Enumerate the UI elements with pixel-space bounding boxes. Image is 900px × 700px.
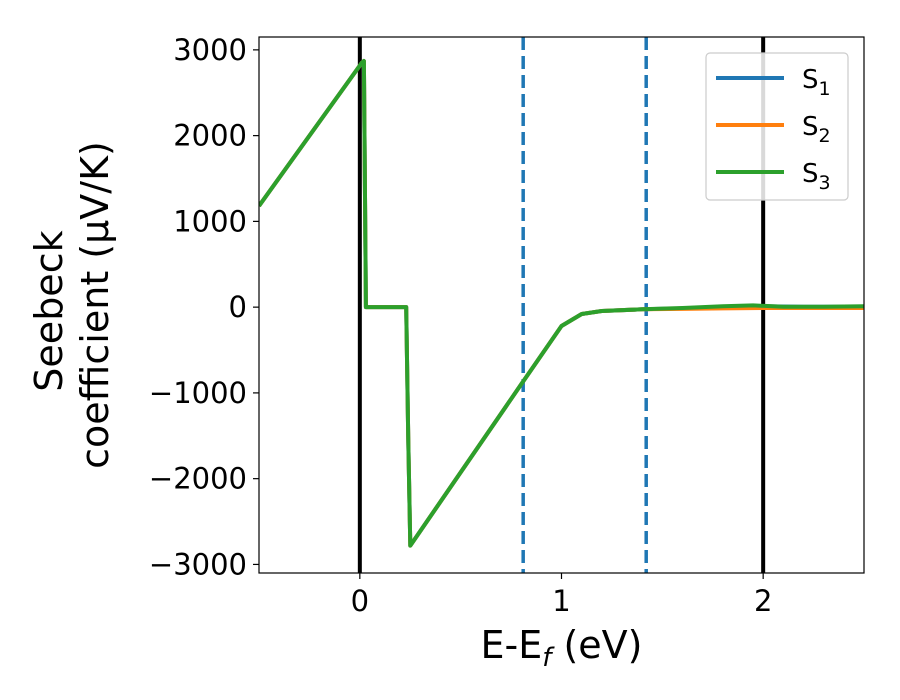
x-tick-label: 0 bbox=[351, 584, 369, 618]
legend-label-S3: S3 bbox=[802, 159, 831, 194]
y-tick-label: 3000 bbox=[173, 33, 247, 67]
y-tick-label: 2000 bbox=[173, 119, 247, 153]
y-axis-label-line1: Seebeck bbox=[27, 230, 71, 391]
legend-label-main: S bbox=[802, 65, 819, 95]
y-tick-label: 1000 bbox=[173, 204, 247, 238]
legend-label-sub: 2 bbox=[819, 125, 831, 147]
y-axis-label-line2: coefficient (μV/K) bbox=[73, 141, 117, 469]
legend-label-sub: 1 bbox=[819, 78, 831, 100]
legend-label-main: S bbox=[802, 159, 819, 189]
y-tick-label: −1000 bbox=[149, 376, 247, 410]
legend-label-sub: 3 bbox=[819, 172, 831, 194]
x-axis-label-unit: (eV) bbox=[551, 623, 642, 667]
series-line-S3 bbox=[259, 59, 864, 548]
legend-label-main: S bbox=[802, 112, 819, 142]
y-tick-label: −2000 bbox=[149, 462, 247, 496]
x-tick-label: 1 bbox=[552, 584, 570, 618]
y-axis-label: Seebeck coefficient (μV/K) bbox=[27, 141, 117, 469]
y-tick-label: −3000 bbox=[149, 547, 247, 581]
axis-ticks: 0 1 2 3000 2000 1000 0 −1000 −2000 −3000 bbox=[149, 33, 773, 618]
legend-label-S1: S1 bbox=[802, 65, 831, 100]
x-axis-label: E-Ef (eV) bbox=[481, 623, 643, 673]
x-tick-label: 2 bbox=[754, 584, 772, 618]
y-tick-label: 0 bbox=[229, 290, 247, 324]
x-axis-label-main: E-E bbox=[481, 623, 543, 667]
legend-label-S2: S2 bbox=[802, 112, 831, 147]
